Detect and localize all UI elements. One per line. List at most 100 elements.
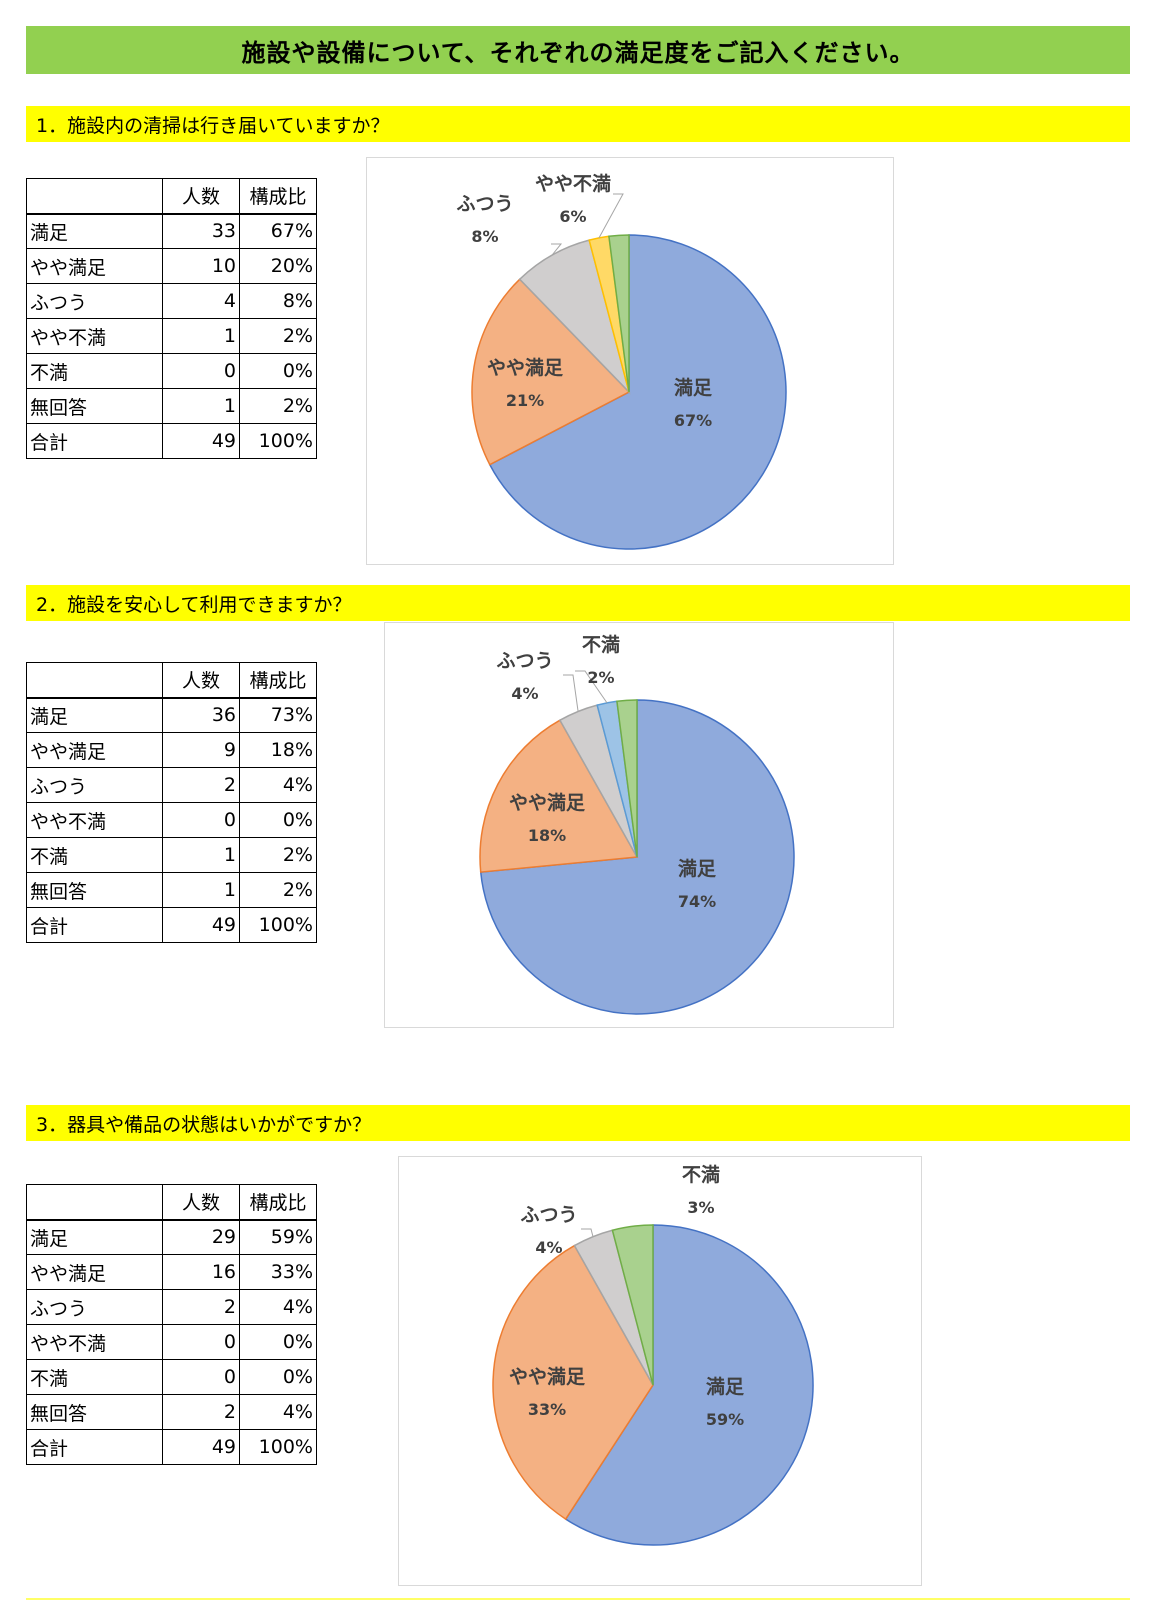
table-cell: やや満足 <box>26 1254 163 1290</box>
data-label: 不満 3% <box>682 1164 720 1217</box>
table-cell: 100% <box>239 423 317 459</box>
table-cell: 0 <box>162 802 240 838</box>
table-row: やや満足 16 33% <box>26 1254 317 1290</box>
data-label: 満足 74% <box>678 858 717 911</box>
table-cell: やや不満 <box>26 1324 163 1360</box>
table-row: 合計 49 100% <box>26 423 317 459</box>
table-header-cell: 構成比 <box>239 662 317 699</box>
table-cell: 0% <box>239 1359 317 1395</box>
table-cell: ふつう <box>26 767 163 803</box>
data-label: ふつう 8% <box>456 193 513 246</box>
data-label-pct: 21% <box>506 391 544 410</box>
table-cell: 4% <box>239 767 317 803</box>
data-label-pct: 4% <box>511 684 538 703</box>
table-cell: 2% <box>239 318 317 354</box>
table-header-cell: 人数 <box>162 178 240 215</box>
table-header-cell <box>26 1184 163 1221</box>
table-cell: 0 <box>162 1324 240 1360</box>
table-row: ふつう 4 8% <box>26 283 317 319</box>
data-label-pct: 74% <box>678 892 716 911</box>
leader-line <box>551 243 563 256</box>
leader-line <box>575 670 608 704</box>
stats-table-1: 人数 構成比 満足 33 67% やや満足 10 20% ふつう 4 8% やや不満 1 2% 不満 0 0% 無… <box>26 178 317 459</box>
table-cell: 不満 <box>26 353 163 389</box>
table-cell: 0% <box>239 802 317 838</box>
stats-table-2: 人数 構成比 満足 36 73% やや満足 9 18% ふつう 2 4% やや不満 0 0% 不満 1 2% 無回… <box>26 662 317 943</box>
table-cell: 100% <box>239 1429 317 1465</box>
data-label-pct: 2% <box>587 668 614 687</box>
data-label-pct: 3% <box>687 1198 714 1217</box>
table-cell: 67% <box>239 213 317 249</box>
table-cell: やや不満 <box>26 802 163 838</box>
table-header-row: 人数 構成比 <box>26 178 317 215</box>
slice-manzoku <box>564 1224 814 1546</box>
table-cell: 合計 <box>26 907 163 943</box>
pie-chart-3: 満足 59% やや満足 33% ふつう 4% 不満 3% <box>398 1156 922 1586</box>
data-label-pct: 67% <box>674 411 712 430</box>
stats-table-3: 人数 構成比 満足 29 59% やや満足 16 33% ふつう 2 4% やや不満 0 0% 不満 0 0% 無… <box>26 1184 317 1465</box>
slice-yaya-manzoku <box>492 1244 654 1521</box>
table-cell: 2% <box>239 388 317 424</box>
table-header-cell: 構成比 <box>239 178 317 215</box>
data-label: 不満 2% <box>582 634 620 687</box>
slice-manzoku <box>488 234 787 550</box>
data-label-pct: 6% <box>559 207 586 226</box>
data-label-name: やや満足 <box>509 1366 586 1388</box>
slice-mukaitou <box>616 699 638 858</box>
table-cell: 0% <box>239 353 317 389</box>
table-row: 無回答 1 2% <box>26 388 317 424</box>
data-label-name: 満足 <box>678 858 717 880</box>
table-row: 満足 29 59% <box>26 1219 317 1255</box>
slice-yaya-manzoku <box>479 719 639 873</box>
pie-chart-2: 満足 74% やや満足 18% ふつう 4% 不満 2% <box>384 622 894 1028</box>
table-cell: 0 <box>162 353 240 389</box>
table-cell: 4% <box>239 1289 317 1325</box>
table-row: 不満 1 2% <box>26 837 317 873</box>
table-row: やや不満 0 0% <box>26 1324 317 1360</box>
slice-yaya-manzoku <box>471 278 631 466</box>
table-row: やや不満 1 2% <box>26 318 317 354</box>
data-label-name: やや不満 <box>535 173 611 195</box>
slice-mukaitou <box>611 1224 654 1386</box>
table-row: 合計 49 100% <box>26 1429 317 1465</box>
table-cell: やや満足 <box>26 248 163 284</box>
table-cell: 満足 <box>26 1219 163 1255</box>
table-cell: 4 <box>162 283 240 319</box>
data-label-name: やや満足 <box>487 357 564 379</box>
table-row: 合計 49 100% <box>26 907 317 943</box>
table-cell: 4% <box>239 1394 317 1430</box>
table-row: 無回答 1 2% <box>26 872 317 908</box>
question-1: 1．施設内の清掃は行き届いていますか？ <box>26 106 1130 142</box>
table-header-row: 人数 構成比 <box>26 1184 317 1221</box>
data-label-name: 不満 <box>582 634 620 656</box>
table-cell: 合計 <box>26 423 163 459</box>
table-cell: 2 <box>162 1289 240 1325</box>
table-row: 満足 36 73% <box>26 697 317 733</box>
data-label-name: ふつう <box>520 1204 577 1226</box>
table-row: やや満足 9 18% <box>26 732 317 768</box>
slice-mukaitou <box>608 234 630 393</box>
pie-chart-1-svg: 満足 67% やや満足 21% ふつう 8% やや不満 6% <box>456 173 787 550</box>
table-header-cell <box>26 178 163 215</box>
table-cell: 満足 <box>26 697 163 733</box>
data-label: やや満足 33% <box>509 1366 586 1419</box>
data-label-name: ふつう <box>496 650 553 672</box>
data-label: やや不満 6% <box>535 173 611 226</box>
table-cell: 36 <box>162 697 240 733</box>
table-cell: 49 <box>162 1429 240 1465</box>
table-cell: 33 <box>162 213 240 249</box>
table-header-row: 人数 構成比 <box>26 662 317 699</box>
table-cell: 59% <box>239 1219 317 1255</box>
table-cell: 満足 <box>26 213 163 249</box>
data-label-name: 不満 <box>682 1164 720 1186</box>
table-cell: 49 <box>162 907 240 943</box>
data-label: やや満足 18% <box>509 792 586 845</box>
pie-chart-2-svg: 満足 74% やや満足 18% ふつう 4% 不満 2% <box>479 634 795 1015</box>
table-cell: 2% <box>239 872 317 908</box>
table-row: 不満 0 0% <box>26 1359 317 1395</box>
pie-chart-3-svg: 満足 59% やや満足 33% ふつう 4% 不満 3% <box>492 1164 814 1546</box>
data-label: ふつう 4% <box>520 1204 577 1257</box>
table-cell: 2 <box>162 1394 240 1430</box>
table-cell: 0 <box>162 1359 240 1395</box>
table-cell: 49 <box>162 423 240 459</box>
